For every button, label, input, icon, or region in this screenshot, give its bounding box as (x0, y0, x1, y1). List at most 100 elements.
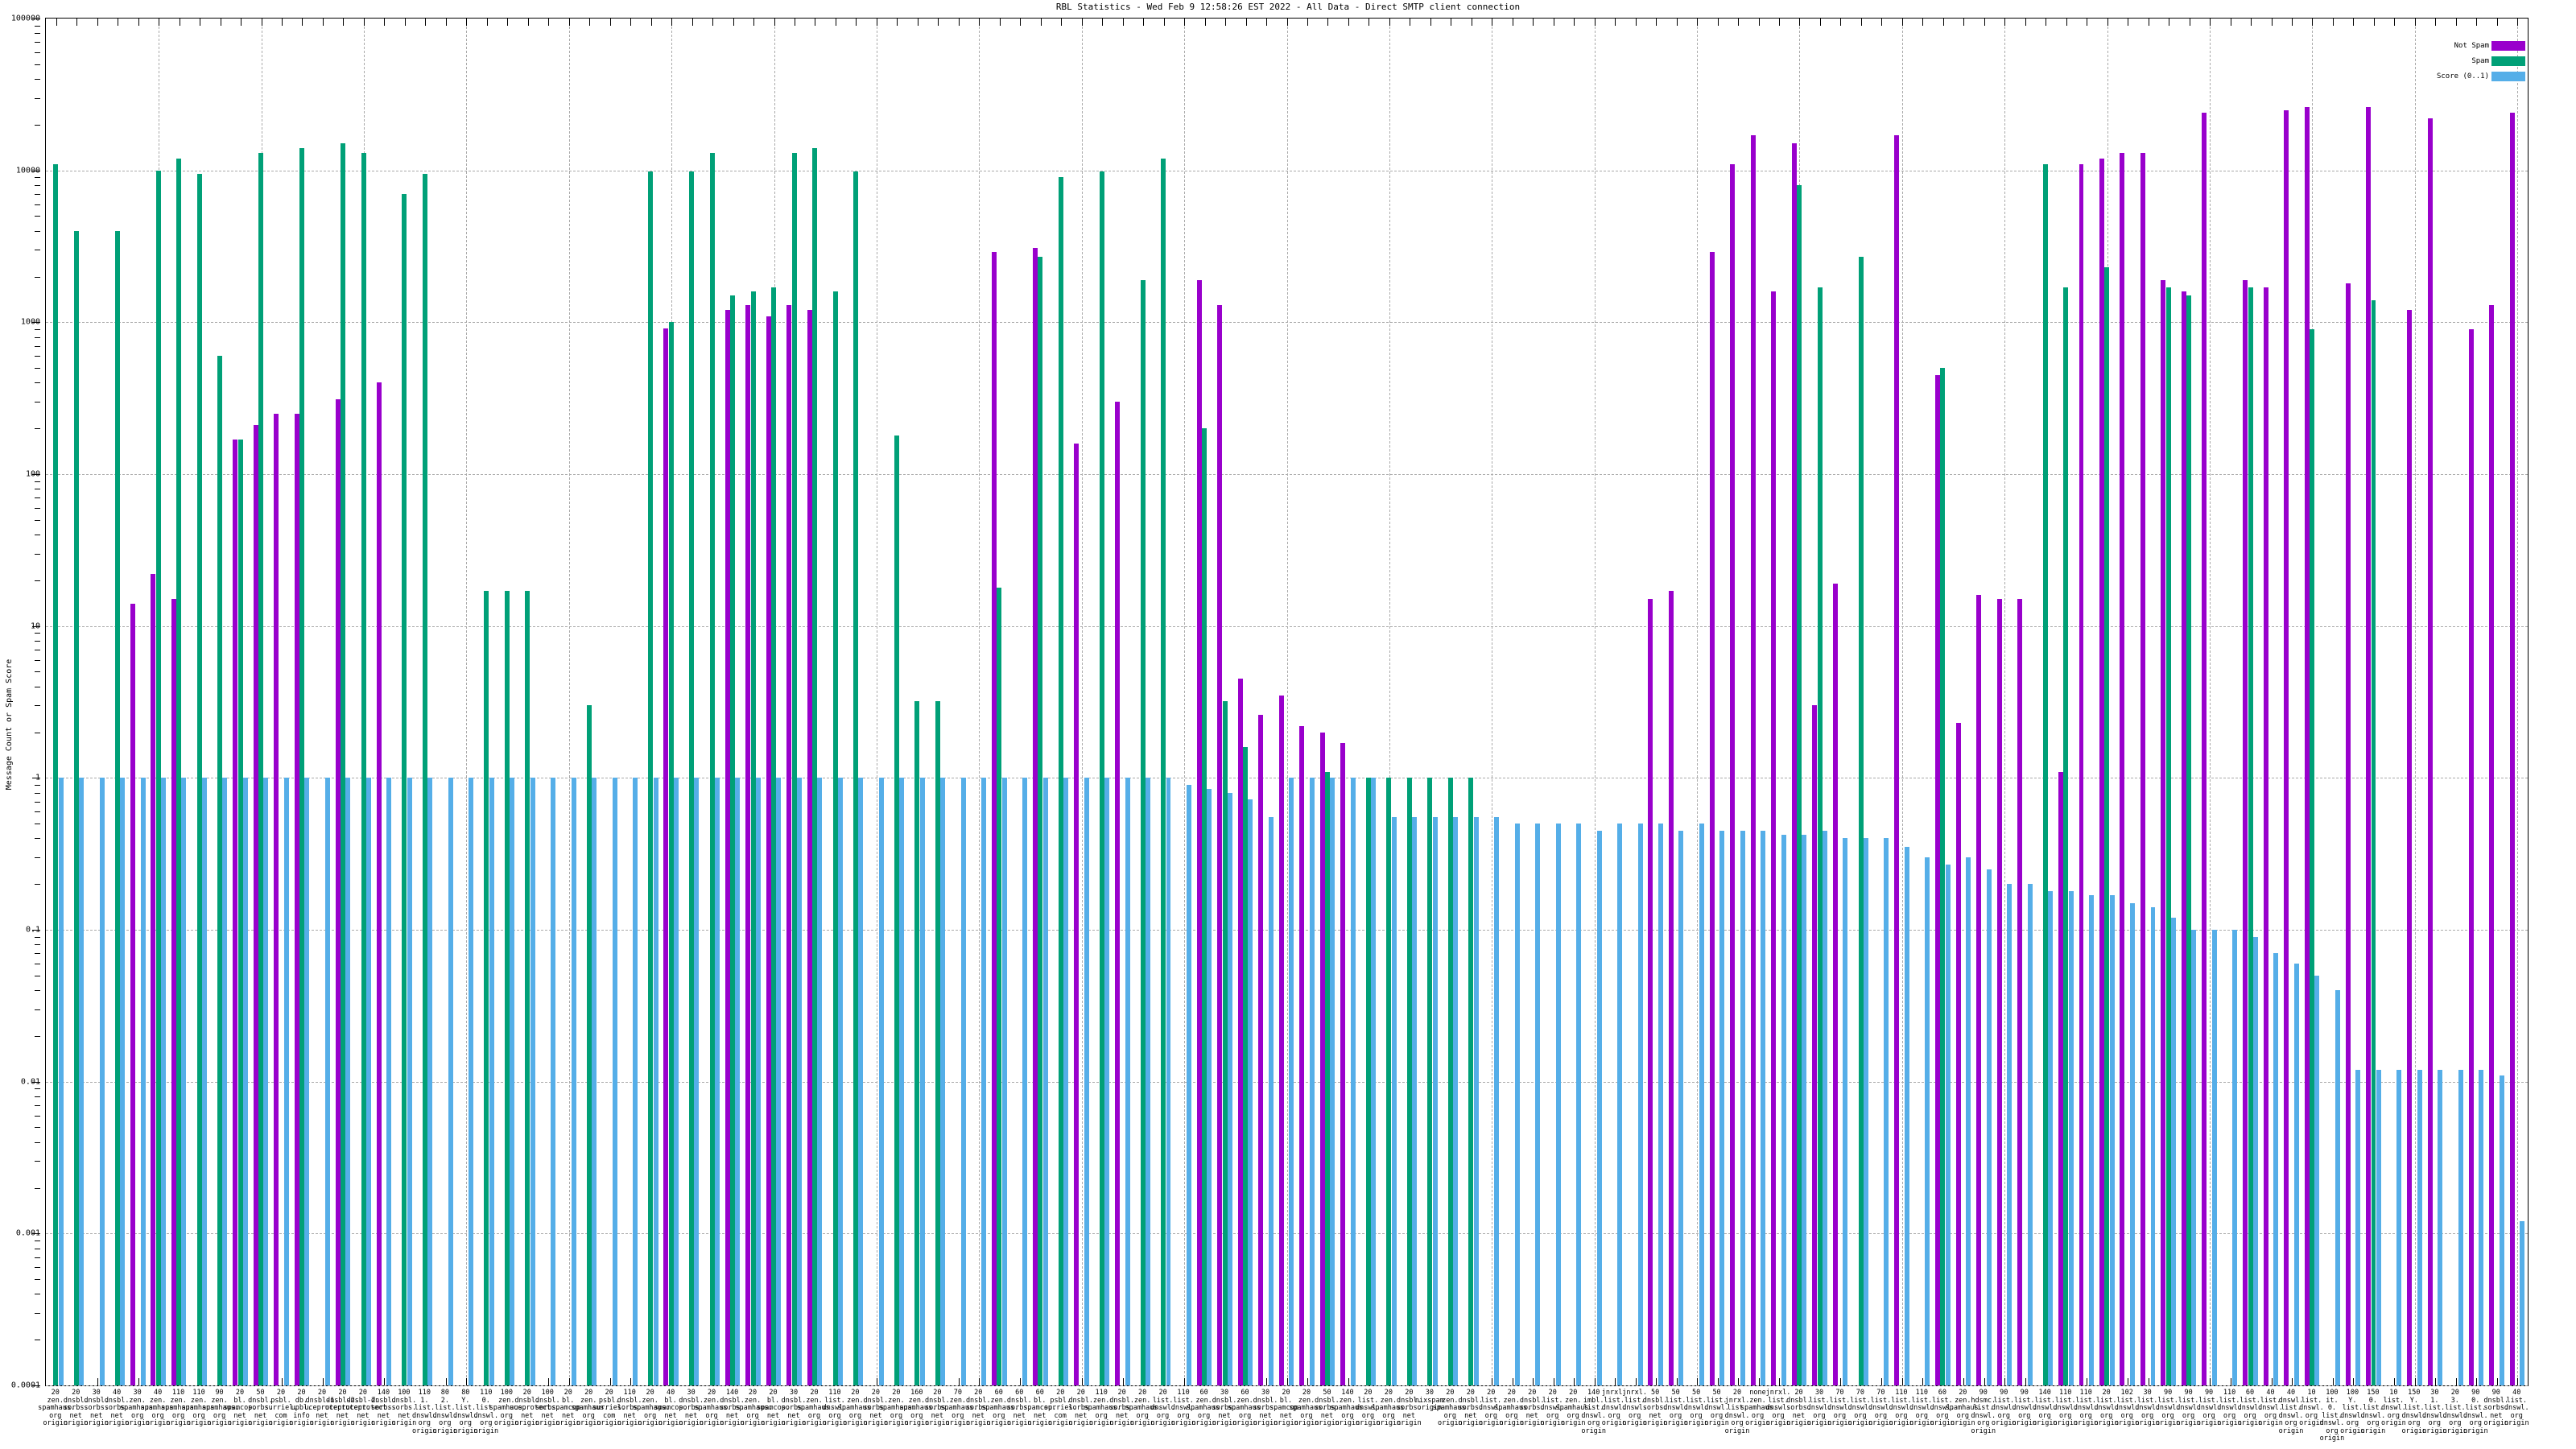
x-label-line: org (500, 1411, 513, 1420)
x-label-line: dnsbl. (1253, 1396, 1278, 1405)
x-axis-tick-top (363, 19, 365, 26)
x-label-line: list. (1706, 1396, 1728, 1405)
x-axis-tick-bottom (2332, 1378, 2334, 1385)
x-axis-tick-top (97, 19, 98, 26)
x-label-line: origin (1683, 1419, 1709, 1427)
bar (341, 143, 346, 1385)
x-axis-tick-top (1184, 19, 1186, 26)
x-label-line: 20 (564, 1389, 572, 1397)
y-axis-tick (32, 474, 40, 475)
bar (402, 193, 407, 1385)
x-axis-tick-top (138, 19, 139, 26)
legend-item-not-spam: Not Spam (2430, 38, 2525, 53)
x-label-line: net (725, 1411, 739, 1420)
bar-group (745, 19, 761, 1385)
x-axis-tick-top (1635, 19, 1637, 26)
x-axis-tick-top (1430, 19, 1431, 26)
bar-group (171, 19, 187, 1385)
x-label-line: dnsbl. (1519, 1396, 1545, 1405)
bar (1161, 158, 1166, 1385)
x-label-line: 20 (1569, 1389, 1578, 1397)
x-axis-tick-top (856, 19, 857, 26)
x-axis-tick-label: 20 dnsbl. sorbs. net origin (1392, 1389, 1426, 1428)
x-axis-tick-label: 20 zen. spamhaus. org origin (1494, 1389, 1531, 1428)
x-label-line: imbl. (1583, 1396, 1604, 1405)
x-label-line: dnswl. (1868, 1404, 1893, 1412)
x-label-line: origin (412, 1426, 437, 1435)
x-label-line: spamcop. (551, 1404, 585, 1412)
bar (58, 778, 64, 1385)
x-label-line: origin (1806, 1419, 1832, 1427)
bar (510, 778, 515, 1385)
bar (253, 425, 258, 1385)
bar (222, 778, 228, 1385)
x-label-line: spamhaus. (1945, 1404, 1983, 1412)
bar-group (972, 19, 987, 1385)
x-label-line: spamhaus. (201, 1404, 239, 1412)
x-label-line: uceprotect. (345, 1404, 391, 1412)
bar (689, 171, 695, 1385)
bar (2407, 310, 2413, 1385)
x-axis-tick-label: 20 zen. spamhaus. org origin (38, 1389, 76, 1428)
x-axis-tick-top (1163, 19, 1165, 26)
x-label-line: org (2140, 1411, 2154, 1420)
x-label-line: 50 (1691, 1389, 1701, 1397)
bar-group (1156, 19, 1171, 1385)
x-label-line: 20 (1384, 1389, 1393, 1397)
x-label-line: jnrxl. (1765, 1389, 1791, 1397)
x-label-line: origin (822, 1419, 848, 1427)
bar-group (622, 19, 638, 1385)
x-axis-tick-label: 110 list. dnswl. org origin (1884, 1389, 1918, 1428)
x-axis-tick-label: 30 zen. spamhaus. org origin (120, 1389, 157, 1428)
x-axis-tick-top (2210, 19, 2211, 26)
y-axis-minor-tick (35, 64, 40, 65)
x-axis-tick-label: 20 dnsbl. sorbs. net origin (920, 1389, 955, 1428)
x-label-line: spamhaus. (837, 1404, 875, 1412)
bar (324, 778, 330, 1385)
x-label-line: dnsbl. (720, 1396, 745, 1405)
bar (489, 778, 494, 1385)
x-label-line: none (1749, 1389, 1766, 1397)
x-label-line: zen. (949, 1396, 967, 1405)
bar (530, 778, 535, 1385)
x-label-line: net (398, 1411, 411, 1420)
x-label-line: origin (1765, 1419, 1791, 1427)
x-label-line: spamhaus. (38, 1404, 76, 1412)
bar-group (1648, 19, 1663, 1385)
bar (1366, 778, 1371, 1385)
x-label-line: dnsbl. (863, 1396, 889, 1405)
x-label-line: list. (1480, 1396, 1502, 1405)
x-label-line: dnsbl. (391, 1396, 417, 1405)
bar (674, 778, 679, 1385)
x-label-line: origin (1827, 1419, 1852, 1427)
bar-group (520, 19, 535, 1385)
x-label-line: org (2449, 1419, 2462, 1427)
x-label-line: net (972, 1411, 985, 1420)
x-label-line: origin (207, 1419, 232, 1427)
y-axis-minor-tick (35, 944, 40, 946)
x-label-line: org (1710, 1411, 1724, 1420)
x-label-line: list. (435, 1404, 456, 1412)
x-label-line: net (1649, 1411, 1662, 1420)
x-axis-tick-label: 90 list. dnswl. org origin (2191, 1389, 2226, 1428)
x-axis-tick-top (1901, 19, 1903, 26)
x-label-line: psbl. (1050, 1396, 1071, 1405)
x-label-line: list. (2506, 1396, 2528, 1405)
bar (79, 778, 85, 1385)
bar (1781, 835, 1786, 1385)
bar-groups (46, 19, 2528, 1385)
x-label-line: 110 (1177, 1389, 1190, 1397)
bar-group (1361, 19, 1377, 1385)
y-axis-labels: 100000 10000 1000 100 10 1 0.1 0.01 0.001 0.0001 (0, 14, 40, 1390)
x-label-line: origin (1847, 1419, 1873, 1427)
x-label-line: dnsbl. (1212, 1396, 1237, 1405)
x-axis-tick-bottom (1348, 1378, 1349, 1385)
x-label-line: net (110, 1411, 123, 1420)
bar (919, 778, 925, 1385)
bar (448, 778, 453, 1385)
x-label-line: dnswl. (1683, 1404, 1709, 1412)
x-label-line: origin (2094, 1419, 2120, 1427)
x-label-line: 90 (2163, 1389, 2173, 1397)
x-label-line: dnswl. (2176, 1404, 2201, 1412)
x-label-line: org (1177, 1411, 1190, 1420)
